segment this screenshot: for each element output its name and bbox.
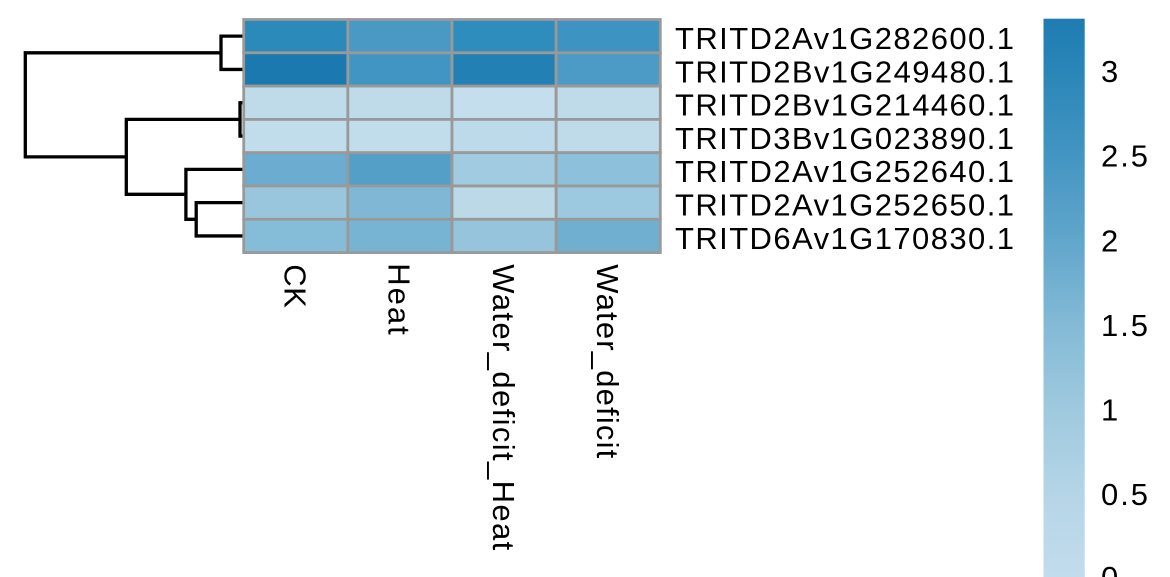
svg-text:Heat: Heat bbox=[382, 263, 417, 335]
svg-text:TRITD2Bv1G249480.1: TRITD2Bv1G249480.1 bbox=[675, 54, 1014, 89]
svg-text:TRITD2Bv1G214460.1: TRITD2Bv1G214460.1 bbox=[675, 88, 1014, 123]
svg-text:TRITD6Av1G170830.1: TRITD6Av1G170830.1 bbox=[675, 221, 1014, 256]
svg-text:2.5: 2.5 bbox=[1101, 139, 1148, 174]
svg-text:CK: CK bbox=[278, 264, 313, 308]
svg-text:TRITD2Av1G282600.1: TRITD2Av1G282600.1 bbox=[675, 21, 1014, 56]
svg-text:2: 2 bbox=[1101, 223, 1118, 258]
svg-text:Water_deficit: Water_deficit bbox=[590, 264, 625, 458]
svg-text:0: 0 bbox=[1101, 560, 1118, 577]
svg-text:TRITD2Av1G252650.1: TRITD2Av1G252650.1 bbox=[675, 188, 1014, 223]
svg-text:3: 3 bbox=[1101, 54, 1118, 89]
svg-text:Water_deficit_Heat: Water_deficit_Heat bbox=[486, 264, 521, 550]
svg-text:1.5: 1.5 bbox=[1101, 308, 1148, 343]
svg-text:1: 1 bbox=[1101, 393, 1118, 428]
svg-text:TRITD3Bv1G023890.1: TRITD3Bv1G023890.1 bbox=[675, 121, 1014, 156]
svg-text:TRITD2Av1G252640.1: TRITD2Av1G252640.1 bbox=[675, 154, 1014, 189]
svg-text:0.5: 0.5 bbox=[1101, 477, 1148, 512]
